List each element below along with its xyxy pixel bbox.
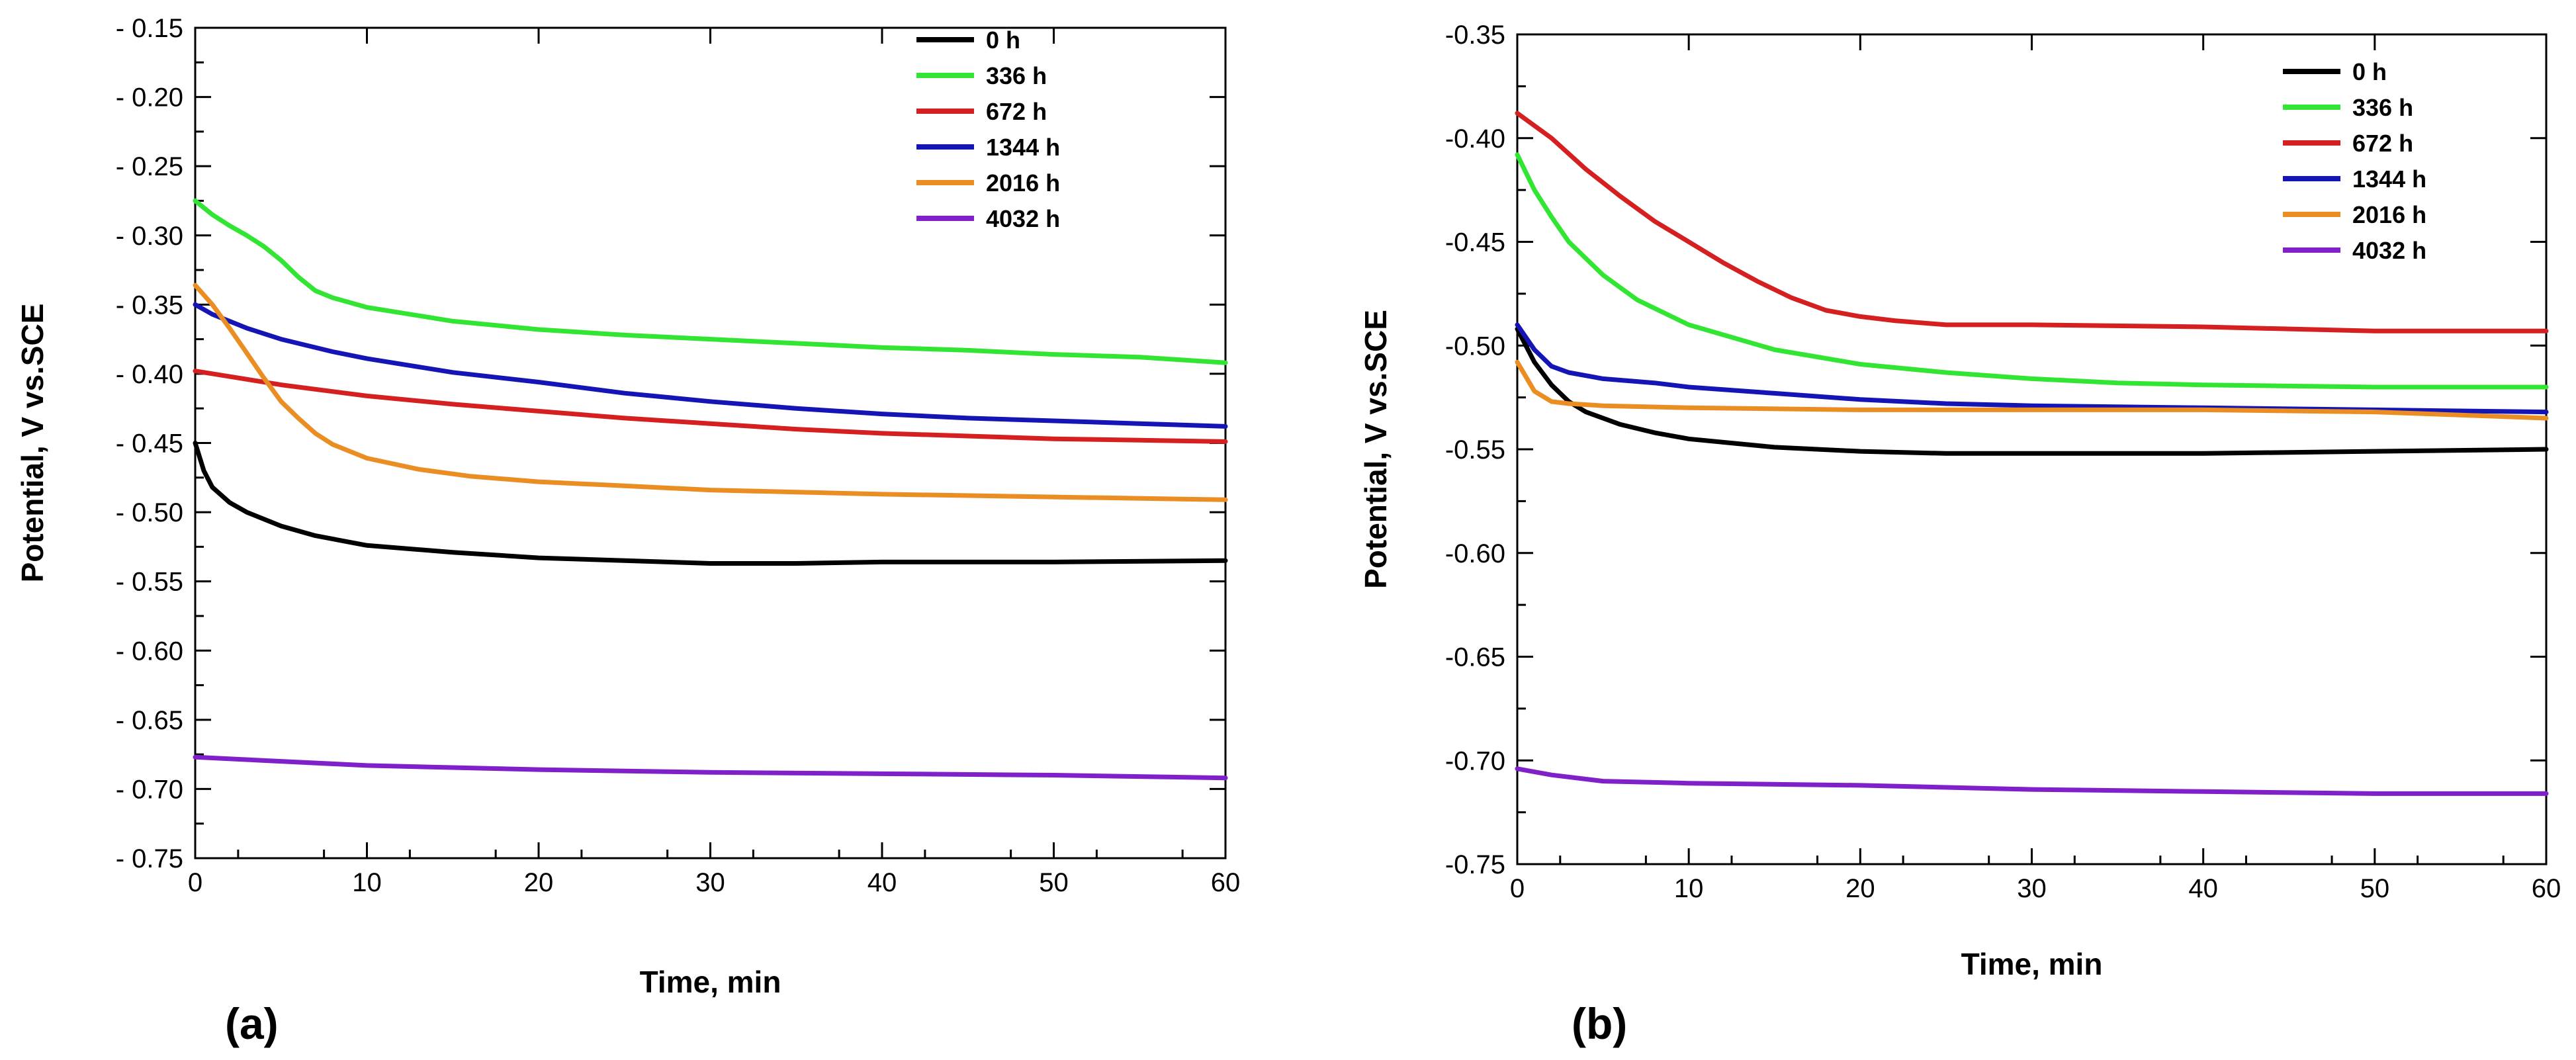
x-tick-label: 30 — [2017, 874, 2047, 903]
y-tick-label: - 0.25 — [116, 152, 183, 181]
x-axis-title: Time, min — [640, 965, 781, 999]
y-axis-title: Potential, V vs.SCE — [15, 304, 50, 583]
legend-label: 336 h — [2352, 94, 2413, 121]
y-axis-title: Potential, V vs.SCE — [1358, 310, 1393, 589]
x-tick-label: 60 — [2532, 874, 2561, 903]
y-tick-label: - 0.35 — [116, 290, 183, 320]
x-tick-label: 40 — [867, 868, 897, 897]
x-tick-label: 20 — [524, 868, 554, 897]
x-tick-label: 50 — [1039, 868, 1069, 897]
legend-label: 0 h — [986, 26, 1020, 54]
y-tick-label: -0.50 — [1445, 331, 1505, 361]
x-tick-label: 0 — [188, 868, 202, 897]
series-line-4032-h — [1515, 766, 2549, 796]
x-tick-label: 60 — [1211, 868, 1241, 897]
x-tick-label: 10 — [1674, 874, 1704, 903]
series-line-0-h — [193, 441, 1228, 566]
series-line-4032-h — [193, 754, 1228, 781]
y-tick-label: -0.70 — [1445, 746, 1505, 775]
y-tick-label: - 0.45 — [116, 429, 183, 459]
y-tick-label: -0.60 — [1445, 539, 1505, 568]
series-line-336-h — [1515, 152, 2549, 390]
y-tick-label: -0.40 — [1445, 124, 1505, 154]
chart-panel-b: 0 10 20 30 40 50 60 -0.35 -0.40 -0.45 -0.50 -0.55 -0… — [1358, 21, 2561, 1048]
y-tick-label: - 0.50 — [116, 498, 183, 527]
y-tick-label: -0.55 — [1445, 435, 1505, 464]
x-axis-title: Time, min — [1961, 947, 2103, 981]
legend-label: 672 h — [986, 98, 1047, 125]
legend-label: 1344 h — [2352, 165, 2426, 193]
legend-label: 2016 h — [2352, 201, 2426, 228]
y-tick-label: -0.65 — [1445, 643, 1505, 672]
series-line-1344-h — [193, 302, 1228, 429]
x-tick-label: 0 — [1510, 874, 1525, 903]
chart-panel-a: 0 10 20 30 40 50 60 - 0.15 - 0.20 - 0.25 - 0.30 - 0… — [15, 14, 1240, 1048]
series-line-2016-h — [1515, 359, 2549, 421]
series-line-2016-h — [193, 283, 1228, 502]
y-tick-label: - 0.40 — [116, 360, 183, 389]
legend-label: 336 h — [986, 62, 1047, 89]
y-tick-label: - 0.60 — [116, 637, 183, 666]
legend-label: 672 h — [2352, 130, 2413, 157]
y-tick-label: - 0.15 — [116, 14, 183, 43]
x-tick-label: 40 — [2188, 874, 2218, 903]
legend: 0 h 336 h 672 h 1344 h 2016 h 4032 h — [916, 26, 1060, 232]
legend: 0 h 336 h 672 h 1344 h 2016 h 4032 h — [2283, 58, 2426, 264]
series-line-672-h — [193, 369, 1228, 444]
legend-label: 1344 h — [986, 134, 1060, 161]
legend-label: 2016 h — [986, 169, 1060, 197]
legend-label: 4032 h — [986, 205, 1060, 232]
series-line-336-h — [193, 199, 1228, 365]
series-line-1344-h — [1515, 322, 2549, 415]
x-tick-label: 30 — [695, 868, 725, 897]
y-tick-label: -0.45 — [1445, 228, 1505, 257]
series-line-672-h — [1515, 110, 2549, 333]
y-tick-label: - 0.70 — [116, 775, 183, 804]
y-tick-label: -0.75 — [1445, 850, 1505, 879]
y-tick-label: - 0.65 — [116, 706, 183, 735]
y-tick-label: -0.35 — [1445, 21, 1505, 50]
plot-frame — [194, 26, 1227, 860]
x-tick-label: 50 — [2360, 874, 2390, 903]
series-line-0-h — [1515, 326, 2549, 456]
y-tick-label: - 0.55 — [116, 568, 183, 597]
y-tick-label: - 0.20 — [116, 83, 183, 112]
panel-label: (b) — [1572, 999, 1627, 1048]
y-tick-label: - 0.30 — [116, 222, 183, 251]
legend-label: 0 h — [2352, 58, 2387, 85]
x-tick-label: 10 — [352, 868, 382, 897]
legend-label: 4032 h — [2352, 237, 2426, 264]
y-tick-label: - 0.75 — [116, 844, 183, 873]
panel-label: (a) — [225, 999, 279, 1048]
x-tick-label: 20 — [1845, 874, 1875, 903]
